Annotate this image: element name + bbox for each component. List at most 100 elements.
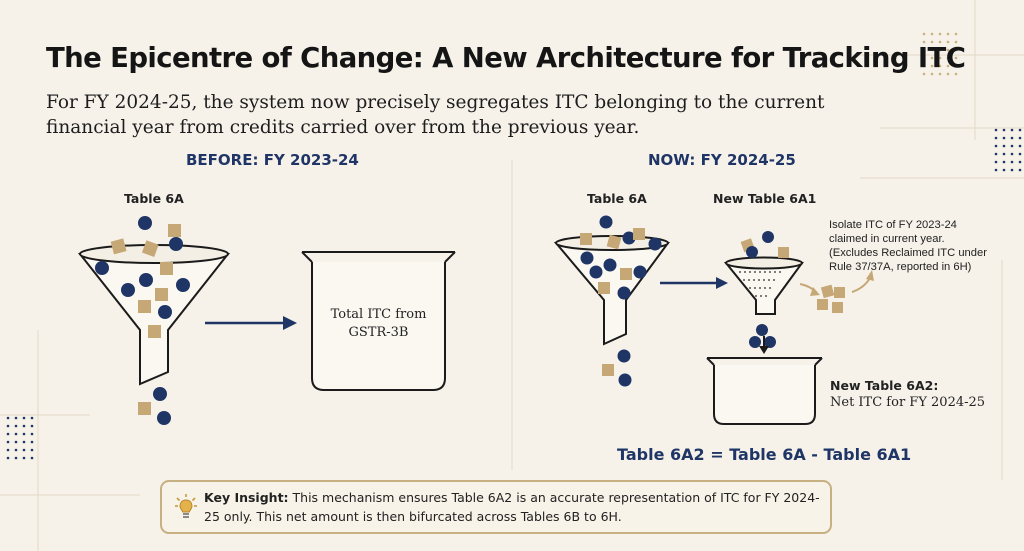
before-box-line2: GSTR-3B — [348, 325, 409, 340]
particle-dot — [756, 324, 768, 336]
decor-dot — [946, 32, 950, 36]
decor-dot — [954, 32, 958, 36]
sieve-hole — [744, 271, 746, 273]
decor-dot — [1010, 128, 1014, 132]
now-filter-label: New Table 6A1 — [713, 191, 817, 206]
sieve-hole — [749, 271, 751, 273]
particle-dot — [121, 283, 135, 297]
decor-dot — [922, 40, 926, 44]
key-insight-body: This mechanism ensures Table 6A2 is an a… — [204, 490, 820, 524]
particle-dot — [617, 286, 631, 300]
decor-dot — [938, 32, 942, 36]
decor-dot — [938, 48, 942, 52]
decor-dot — [6, 456, 10, 460]
decor-dot — [30, 440, 34, 444]
decor-dot — [1018, 136, 1022, 140]
particle-dot — [749, 336, 761, 348]
sieve-hole — [755, 295, 757, 297]
decor-dot — [930, 72, 934, 76]
down-arrow — [759, 336, 769, 354]
decor-dot — [922, 72, 926, 76]
sieve-hole — [773, 279, 775, 281]
note-line1: Isolate ITC of FY 2023-24 — [829, 219, 957, 231]
particle-square — [598, 282, 610, 294]
sieve-hole — [768, 279, 770, 281]
particle-square — [141, 240, 159, 257]
note-line2: claimed in current year. — [829, 233, 945, 245]
key-insight-lead: Key Insight: — [204, 490, 289, 505]
decor-dot — [938, 72, 942, 76]
decor-dot — [6, 448, 10, 452]
sieve-filter — [723, 256, 804, 315]
particle-square — [138, 300, 151, 313]
decor-dot — [946, 56, 950, 60]
decor-dot — [1018, 160, 1022, 164]
decor-dot — [1002, 168, 1006, 172]
particle-square — [633, 228, 645, 240]
particle-square — [602, 364, 614, 376]
particle-dot — [633, 265, 647, 279]
before-box-line1: Total ITC from — [330, 307, 427, 322]
particle-dot — [603, 258, 617, 272]
decor-dot — [994, 136, 998, 140]
key-insight-text: Key Insight: This mechanism ensures Tabl… — [204, 488, 824, 526]
formula: Table 6A2 = Table 6A - Table 6A1 — [617, 445, 912, 464]
lightbulb-icon — [175, 494, 197, 518]
decor-dot — [30, 456, 34, 460]
particle-dot — [617, 349, 631, 363]
decor-dot — [6, 416, 10, 420]
decor-dot — [22, 448, 26, 452]
decor-dot — [1002, 144, 1006, 148]
particle-dot — [589, 265, 603, 279]
decor-dot — [1002, 160, 1006, 164]
decor-dot — [922, 64, 926, 68]
decor-dot — [30, 416, 34, 420]
before-container — [301, 251, 456, 391]
decor-dot — [22, 440, 26, 444]
side-arrow-head — [866, 270, 874, 281]
decor-dot — [954, 40, 958, 44]
particle-square — [155, 288, 168, 301]
sieve-hole — [749, 287, 751, 289]
decor-dot — [922, 32, 926, 36]
filter-note: Isolate ITC of FY 2023-24 claimed in cur… — [829, 218, 1019, 274]
decor-dot — [994, 144, 998, 148]
decor-dot — [946, 64, 950, 68]
decor-dot — [14, 432, 18, 436]
particle-square — [820, 284, 835, 299]
decor-dot — [1010, 136, 1014, 140]
particle-dot — [139, 273, 153, 287]
decor-dot — [954, 64, 958, 68]
decor-dot — [1002, 152, 1006, 156]
before-arrow — [205, 316, 297, 330]
result-label: New Table 6A2: — [830, 378, 939, 393]
decor-dot — [930, 56, 934, 60]
decor-dot — [30, 424, 34, 428]
decor-dot — [954, 48, 958, 52]
particle-square — [620, 268, 632, 280]
decor-dot — [1010, 168, 1014, 172]
decor-dot — [994, 160, 998, 164]
now-funnel-particles — [580, 215, 662, 387]
decor-dot — [6, 432, 10, 436]
sieve-hole — [743, 279, 745, 281]
decor-dot — [946, 72, 950, 76]
decor-dot — [14, 416, 18, 420]
decor-dot — [930, 32, 934, 36]
decor-dot — [14, 424, 18, 428]
particle-dot — [157, 411, 171, 425]
page-subtitle: For FY 2024-25, the system now precisely… — [46, 92, 825, 138]
particle-dot — [169, 237, 183, 251]
sieve-hole — [774, 271, 776, 273]
decor-dot — [6, 440, 10, 444]
decor-dot — [22, 416, 26, 420]
decor-dot — [6, 424, 10, 428]
now-funnel-label: Table 6A — [587, 191, 647, 206]
particle-dot — [618, 373, 632, 387]
sieve-hole — [769, 287, 771, 289]
particle-dot — [153, 387, 167, 401]
before-heading: BEFORE: FY 2023-24 — [186, 151, 359, 169]
decor-dot — [946, 48, 950, 52]
